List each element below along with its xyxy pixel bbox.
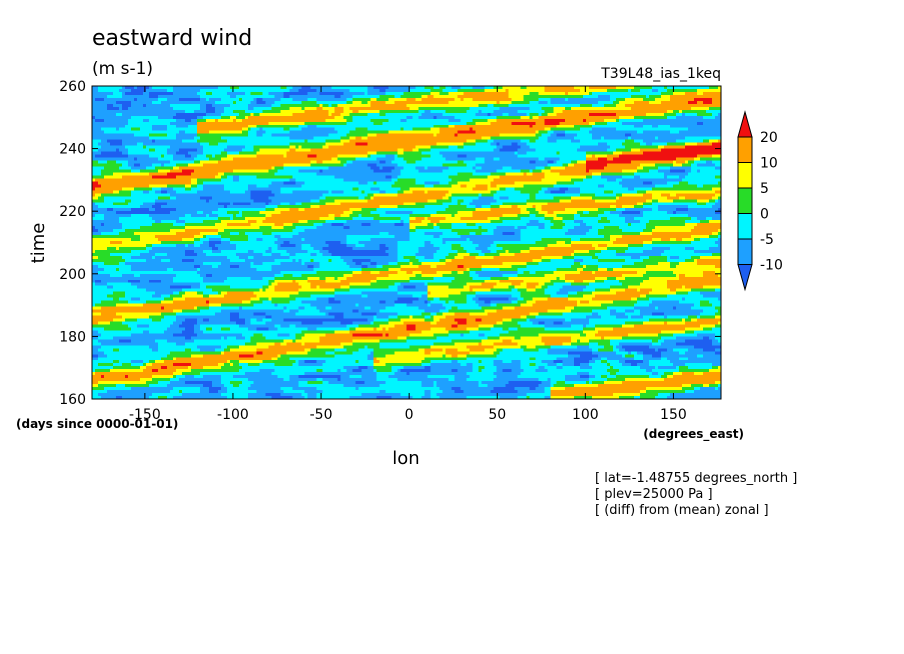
chart-units: (m s-1) xyxy=(92,59,153,79)
run-label: T39L48_ias_1keq xyxy=(600,66,721,82)
heatmap-image xyxy=(92,86,721,399)
colorbar-swatch xyxy=(737,136,753,163)
x-tick-label: 50 xyxy=(488,407,506,423)
colorbar-label: 10 xyxy=(760,156,778,172)
x-tick-label: 150 xyxy=(660,407,687,423)
colorbar-extend-bottom xyxy=(737,264,753,292)
colorbar-swatch xyxy=(737,213,753,240)
y-tick-label: 260 xyxy=(59,79,86,95)
x-ticks: -150 -100 -50 0 50 100 150 xyxy=(129,86,687,423)
colorbar-label: -10 xyxy=(760,258,783,274)
y-tick-label: 160 xyxy=(59,392,86,408)
plot-frame xyxy=(91,85,722,400)
colorbar-swatch xyxy=(737,187,753,214)
colorbar-swatch xyxy=(737,238,753,265)
x-tick-label: -50 xyxy=(310,407,333,423)
colorbar-label: 20 xyxy=(760,130,778,146)
x-units-label: (degrees_east) xyxy=(643,427,744,442)
y-tick-label: 220 xyxy=(59,204,86,220)
y-ticks: 160 180 200 220 240 260 xyxy=(59,79,721,408)
x-tick-label: 0 xyxy=(405,407,414,423)
colorbar-label: 0 xyxy=(760,207,769,223)
annotation-diff: [ (diff) from (mean) zonal ] xyxy=(595,503,769,518)
x-axis-label: lon xyxy=(392,448,419,469)
y-tick-label: 200 xyxy=(59,267,86,283)
colorbar-extend-top xyxy=(737,110,753,138)
x-tick-label: -150 xyxy=(129,407,161,423)
colorbar-swatch xyxy=(737,162,753,189)
annotation-lat: [ lat=-1.48755 degrees_north ] xyxy=(595,471,797,486)
y-tick-label: 180 xyxy=(59,329,86,345)
y-axis-label: time xyxy=(28,223,49,264)
colorbar-label: 5 xyxy=(760,181,769,197)
colorbar: 20 10 5 0 -5 -10 xyxy=(737,110,783,292)
x-tick-label: -100 xyxy=(217,407,249,423)
x-tick-label: 100 xyxy=(572,407,599,423)
heatmap-plot: -150 -100 -50 0 50 100 150 160 180 200 220 240 260 xyxy=(59,79,722,423)
chart-title: eastward wind xyxy=(92,26,252,51)
y-tick-label: 240 xyxy=(59,142,86,158)
annotation-plev: [ plev=25000 Pa ] xyxy=(595,487,713,502)
y-units-label: (days since 0000-01-01) xyxy=(16,417,178,431)
colorbar-label: -5 xyxy=(760,232,774,248)
